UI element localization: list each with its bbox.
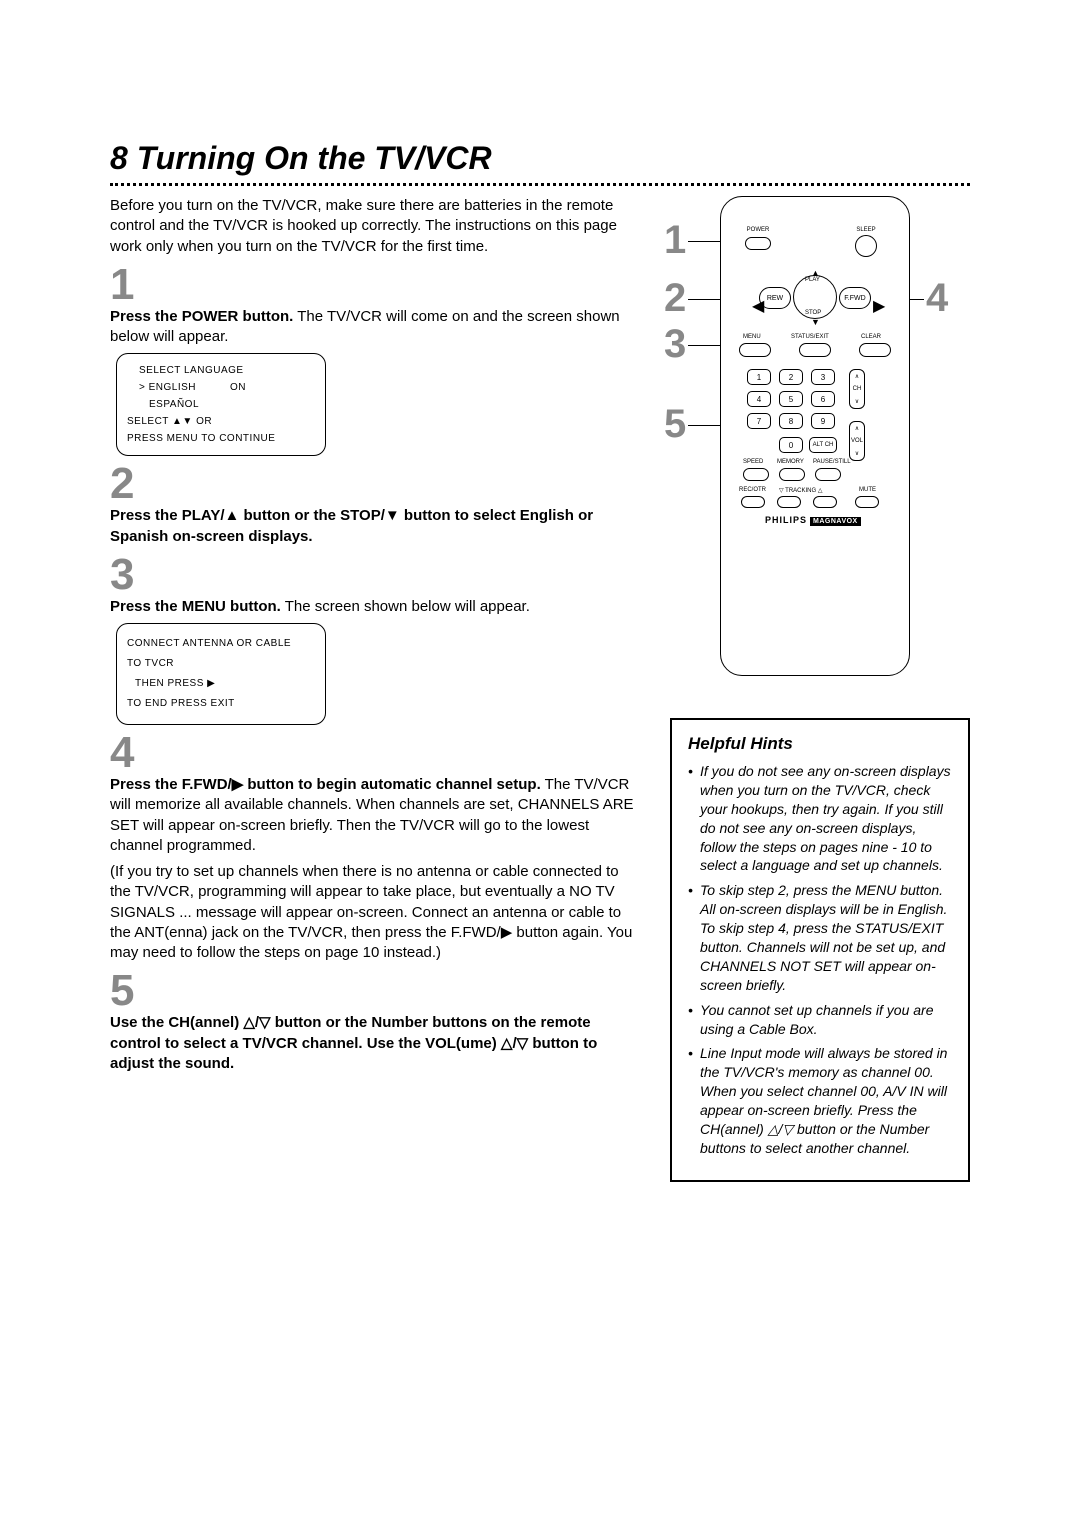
ffwd-arrow-icon: ▶	[873, 296, 885, 316]
remote-outline: POWER SLEEP PLAY STOP REW F.FWD ◀ ▶ ▲ ▼ …	[720, 196, 910, 676]
osd1-english: > ENGLISH	[139, 379, 196, 396]
step-3-rest: The screen shown below will appear.	[281, 598, 530, 615]
osd-antenna-box: CONNECT ANTENNA OR CABLE TO TVCR THEN PR…	[116, 623, 326, 725]
step-2-number: 2	[110, 462, 642, 506]
step-5-number: 5	[110, 969, 642, 1013]
sleep-label: SLEEP	[851, 227, 881, 233]
osd2-line4: TO END PRESS EXIT	[127, 694, 315, 714]
step-4-number: 4	[110, 731, 642, 775]
pause-label: PAUSE/STILL	[813, 459, 851, 465]
remote-diagram: 1 2 3 4 5 POWER SLEEP PLAY STOP REW	[670, 196, 970, 706]
step-3-text: Press the MENU button. The screen shown …	[110, 597, 642, 617]
clear-label: CLEAR	[861, 334, 881, 340]
main-column: Before you turn on the TV/VCR, make sure…	[110, 196, 642, 1182]
ffwd-label: F.FWD	[844, 295, 865, 302]
ffwd-button: F.FWD	[839, 287, 871, 309]
memory-label: MEMORY	[777, 459, 804, 465]
osd1-continue: PRESS MENU TO CONTINUE	[127, 430, 315, 447]
altch-button: ALT CH	[809, 437, 837, 453]
num-0: 0	[779, 437, 803, 453]
status-label: STATUS/EXIT	[791, 334, 829, 340]
sleep-button	[855, 235, 877, 257]
step-5-text: Use the CH(annel) △/▽ button or the Numb…	[110, 1013, 642, 1074]
power-button	[745, 237, 771, 250]
tracking-label: ▽ TRACKING △	[779, 487, 822, 494]
num-4: 4	[747, 391, 771, 407]
callout-2: 2	[664, 278, 686, 318]
page-number: 8	[110, 140, 128, 176]
speed-button	[743, 468, 769, 481]
step-3-number: 3	[110, 553, 642, 597]
callout-5: 5	[664, 404, 686, 444]
hint-1: If you do not see any on-screen displays…	[688, 762, 952, 875]
ch-label: CH	[853, 386, 862, 392]
osd1-line1: SELECT LANGUAGE	[127, 362, 315, 379]
menu-label: MENU	[743, 334, 761, 340]
step-1-text: Press the POWER button. The TV/VCR will …	[110, 307, 642, 348]
play-arrow-icon: ▲	[811, 268, 820, 278]
pause-button	[815, 468, 841, 481]
num-2: 2	[779, 369, 803, 385]
num-5: 5	[779, 391, 803, 407]
osd-language-box: SELECT LANGUAGE > ENGLISH ON ESPAÑOL SEL…	[116, 353, 326, 456]
hint-3: You cannot set up channels if you are us…	[688, 1001, 952, 1039]
osd2-line2: TO TVCR	[127, 654, 315, 674]
ch-rocker: ∧CH∨	[849, 369, 865, 409]
status-button	[799, 343, 831, 357]
callout-1: 1	[664, 220, 686, 260]
brand-label: PHILIPSMAGNAVOX	[765, 515, 861, 525]
num-6: 6	[811, 391, 835, 407]
brand-magnavox: MAGNAVOX	[810, 517, 861, 526]
tracking-up-button	[813, 496, 837, 508]
rew-label: REW	[767, 295, 783, 302]
osd2-line3: THEN PRESS ▶	[127, 674, 315, 694]
stop-arrow-icon: ▼	[811, 317, 820, 327]
title-divider	[110, 183, 970, 186]
clear-button	[859, 343, 891, 357]
num-3: 3	[811, 369, 835, 385]
menu-button	[739, 343, 771, 357]
vol-rocker: ∧VOL∨	[849, 421, 865, 461]
callout-3: 3	[664, 324, 686, 364]
tracking-dn-button	[777, 496, 801, 508]
step-4-lead: Press the F.FWD/▶ button to begin automa…	[110, 776, 541, 793]
side-column: 1 2 3 4 5 POWER SLEEP PLAY STOP REW	[670, 196, 970, 1182]
rew-arrow-icon: ◀	[752, 296, 764, 316]
page-heading: Turning On the TV/VCR	[137, 140, 492, 176]
page-title: 8 Turning On the TV/VCR	[110, 140, 970, 177]
power-label: POWER	[743, 227, 773, 233]
num-1: 1	[747, 369, 771, 385]
helpful-hints-box: Helpful Hints If you do not see any on-s…	[670, 718, 970, 1182]
step-1-number: 1	[110, 263, 642, 307]
step-4-text: Press the F.FWD/▶ button to begin automa…	[110, 775, 642, 856]
num-8: 8	[779, 413, 803, 429]
vol-label: VOL	[851, 438, 863, 444]
osd1-espanol: ESPAÑOL	[127, 396, 315, 413]
stop-label: STOP	[805, 310, 821, 316]
hint-4: Line Input mode will always be stored in…	[688, 1044, 952, 1157]
step-2-text: Press the PLAY/▲ button or the STOP/▼ bu…	[110, 506, 642, 547]
mute-label: MUTE	[859, 487, 876, 493]
num-7: 7	[747, 413, 771, 429]
mute-button	[855, 496, 879, 508]
brand-philips: PHILIPS	[765, 515, 807, 525]
recotr-label: REC/OTR	[739, 487, 766, 493]
osd2-line1: CONNECT ANTENNA OR CABLE	[127, 634, 315, 654]
step-1-lead: Press the POWER button.	[110, 308, 293, 325]
memory-button	[779, 468, 805, 481]
step-4-paren: (If you try to set up channels when ther…	[110, 862, 642, 963]
intro-text: Before you turn on the TV/VCR, make sure…	[110, 196, 642, 257]
num-9: 9	[811, 413, 835, 429]
step-2-bold: Press the PLAY/▲ button or the STOP/▼ bu…	[110, 507, 593, 544]
hints-title: Helpful Hints	[688, 734, 952, 754]
step-3-lead: Press the MENU button.	[110, 598, 281, 615]
recotr-button	[741, 496, 765, 508]
callout-4: 4	[926, 278, 948, 318]
osd1-select: SELECT ▲▼ OR	[127, 413, 315, 430]
speed-label: SPEED	[743, 459, 763, 465]
step-5-bold: Use the CH(annel) △/▽ button or the Numb…	[110, 1014, 597, 1072]
hint-2: To skip step 2, press the MENU button. A…	[688, 881, 952, 994]
osd1-on: ON	[230, 379, 246, 396]
